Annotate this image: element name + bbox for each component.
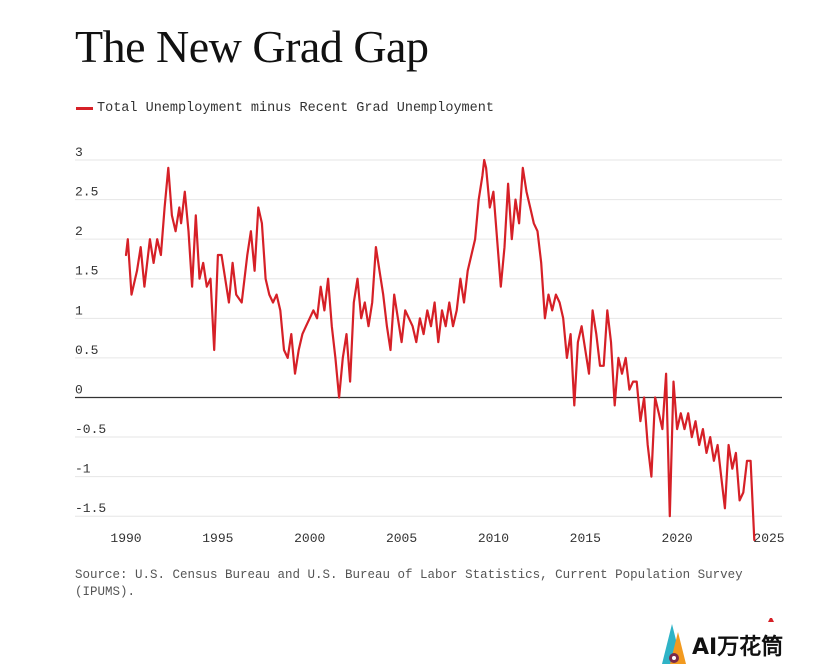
y-tick-label: 3	[75, 145, 83, 160]
y-tick-label: 2	[75, 224, 83, 239]
legend-swatch	[76, 107, 93, 110]
x-tick-label: 2010	[478, 531, 509, 546]
watermark-logo: AI万花筒	[662, 618, 783, 664]
flame-icon	[662, 624, 686, 664]
x-tick-label: 1995	[202, 531, 233, 546]
y-tick-label: -0.5	[75, 422, 106, 437]
y-tick-label: 0	[75, 382, 83, 397]
line-chart: 3 2.5 2 1.5 1 0.5 0 -0.5 -1 -1.5 1990 1995 2000 2005 2…	[75, 145, 785, 546]
chart-title: The New Grad Gap	[75, 21, 429, 72]
x-tick-label: 2020	[662, 531, 693, 546]
y-tick-label: 1	[75, 303, 83, 318]
y-tick-label: 0.5	[75, 343, 98, 358]
x-tick-label: 2005	[386, 531, 417, 546]
legend-label: Total Unemployment minus Recent Grad Une…	[97, 101, 494, 116]
x-tick-label: 2015	[570, 531, 601, 546]
x-tick-label: 2000	[294, 531, 325, 546]
source-note: Source: U.S. Census Bureau and U.S. Bure…	[75, 568, 743, 599]
legend: Total Unemployment minus Recent Grad Une…	[76, 101, 494, 116]
y-tick-label: -1	[75, 462, 91, 477]
x-tick-label: 1990	[110, 531, 141, 546]
series-line	[124, 158, 756, 542]
watermark-text: AI万花筒	[692, 634, 783, 660]
x-tick-label: 2025	[753, 531, 784, 546]
y-tick-label: 1.5	[75, 264, 98, 279]
y-tick-label: 2.5	[75, 185, 98, 200]
y-tick-label: -1.5	[75, 501, 106, 516]
